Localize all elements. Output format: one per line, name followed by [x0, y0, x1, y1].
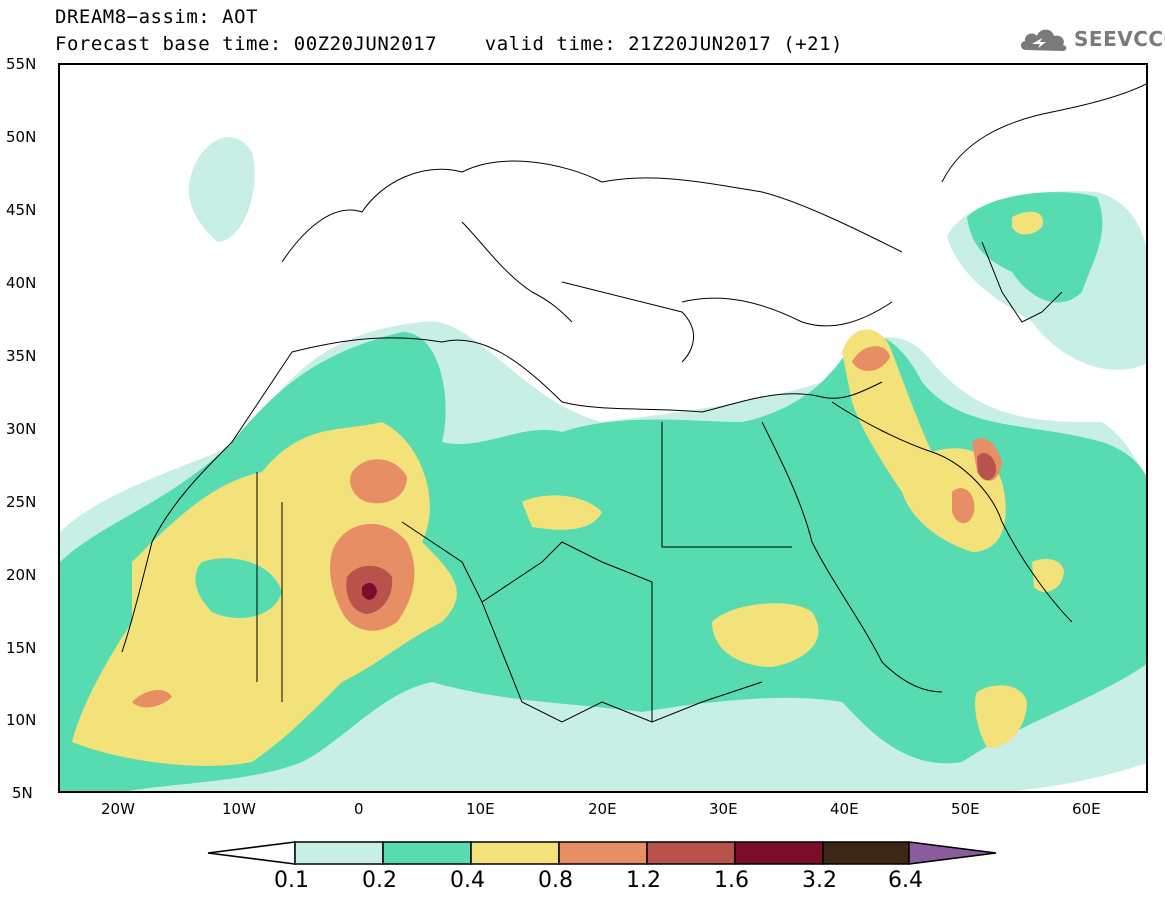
- colorbar-label-0.1: 0.1: [274, 868, 309, 893]
- lon-label-40e: 40E: [830, 800, 859, 818]
- colorbar: [0, 838, 1165, 872]
- lon-label-50e: 50E: [951, 800, 980, 818]
- colorbar-swatch-7: [822, 841, 910, 865]
- aot-field: [60, 83, 1146, 791]
- lon-label-20e: 20E: [588, 800, 617, 818]
- lat-label-45n: 45N: [6, 201, 37, 219]
- colorbar-label-3.2: 3.2: [802, 868, 837, 893]
- colorbar-under-triangle: [207, 841, 296, 865]
- colorbar-swatch-3: [470, 841, 560, 865]
- colorbar-swatch-1: [294, 841, 384, 865]
- colorbar-label-6.4: 6.4: [888, 868, 923, 893]
- lat-label-55n: 55N: [6, 55, 37, 73]
- cloud-icon: [1020, 29, 1067, 51]
- aot-band-1.6: [362, 582, 377, 600]
- lat-label-5n: 5N: [12, 784, 33, 802]
- colorbar-label-0.2: 0.2: [362, 868, 397, 893]
- map-title: DREAM8−assim: AOT: [55, 6, 258, 28]
- colorbar-over-triangle: [908, 841, 997, 865]
- lat-label-50n: 50N: [6, 128, 37, 146]
- colorbar-label-1.6: 1.6: [714, 868, 749, 893]
- colorbar-swatch-2: [382, 841, 472, 865]
- country-borders: [121, 83, 1146, 723]
- lat-label-10n: 10N: [6, 711, 37, 729]
- lat-label-25n: 25N: [6, 493, 37, 511]
- lon-label-60e: 60E: [1072, 800, 1101, 818]
- lon-label-10w: 10W: [222, 800, 256, 818]
- lat-label-40n: 40N: [6, 274, 37, 292]
- lat-label-20n: 20N: [6, 566, 37, 584]
- seevccc-logo: SEEVCCC: [1018, 24, 1165, 54]
- lon-label-10e: 10E: [466, 800, 495, 818]
- colorbar-swatch-5: [646, 841, 736, 865]
- lat-label-15n: 15N: [6, 639, 37, 657]
- lon-label-30e: 30E: [709, 800, 738, 818]
- colorbar-label-0.4: 0.4: [450, 868, 485, 893]
- lat-label-30n: 30N: [6, 420, 37, 438]
- logo-text: SEEVCCC: [1074, 27, 1165, 51]
- colorbar-scale: [207, 841, 997, 865]
- colorbar-swatch-4: [558, 841, 648, 865]
- forecast-time-line: Forecast base time: 00Z20JUN2017 valid t…: [55, 33, 843, 55]
- lon-label-20w: 20W: [101, 800, 135, 818]
- colorbar-label-1.2: 1.2: [626, 868, 661, 893]
- colorbar-swatch-6: [734, 841, 824, 865]
- colorbar-label-0.8: 0.8: [538, 868, 573, 893]
- lat-label-35n: 35N: [6, 347, 37, 365]
- aot-map: [58, 63, 1148, 793]
- lon-label-0: 0: [354, 800, 364, 818]
